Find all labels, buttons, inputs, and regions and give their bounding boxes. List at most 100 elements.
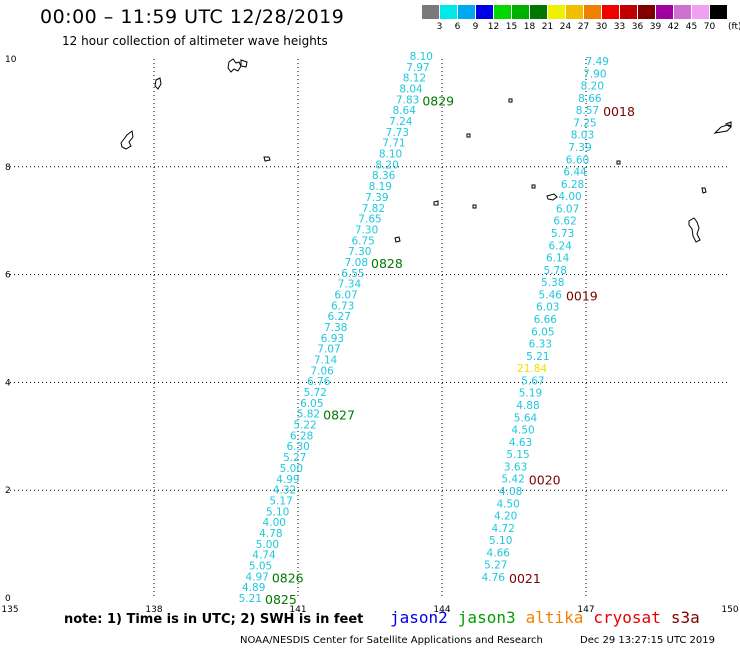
- island-outline: [531, 184, 536, 189]
- legend-swatch: [638, 5, 655, 19]
- island-outline: [616, 160, 621, 165]
- wave-height-value: 6.33: [529, 339, 552, 351]
- wave-height-value: 8.03: [571, 130, 594, 142]
- legend-swatch: [674, 5, 691, 19]
- wave-height-value: 5.00: [280, 463, 303, 475]
- wave-height-value: 8.66: [578, 93, 602, 105]
- island-outline: [546, 193, 558, 201]
- wave-height-value: 6.27: [328, 311, 351, 323]
- wave-height-value: 5.05: [249, 560, 272, 572]
- island-outline: [701, 187, 707, 194]
- legend-swatch: [602, 5, 619, 19]
- y-tick-label: 2: [5, 486, 11, 496]
- y-tick-label: 8: [5, 163, 11, 173]
- legend-label: 18: [523, 22, 536, 32]
- y-tick-label: 0: [5, 594, 11, 604]
- legend-label: 3: [436, 22, 443, 32]
- wave-height-value: 4.00: [263, 517, 286, 529]
- generation-timestamp: Dec 29 13:27:15 UTC 2019: [580, 635, 715, 646]
- wave-height-value: 7.07: [317, 344, 340, 356]
- wave-height-value: 4.89: [242, 582, 265, 594]
- legend-label: 24: [559, 22, 572, 32]
- wave-height-value: 8.10: [410, 51, 433, 63]
- wave-height-value: 7.83: [396, 94, 419, 106]
- wave-height-value: 4.78: [259, 528, 282, 540]
- legend-label: 15: [505, 22, 518, 32]
- wave-height-value: 5.27: [484, 560, 507, 572]
- wave-height-value: 4.99: [276, 474, 299, 486]
- wave-height-value: 4.76: [482, 572, 506, 584]
- legend-swatch: [566, 5, 583, 19]
- wave-height-value: 7.49: [586, 56, 609, 68]
- wave-height-value: 7.38: [324, 322, 347, 334]
- wave-height-value: 6.75: [351, 235, 374, 247]
- island-outline: [688, 217, 701, 243]
- wave-height-value: 8.10: [379, 149, 402, 161]
- legend-swatch: [620, 5, 637, 19]
- legend-swatch: [440, 5, 457, 19]
- legend-label: 27: [577, 22, 590, 32]
- wave-height-value: 7.97: [406, 62, 429, 74]
- legend-label: 70: [703, 22, 716, 32]
- axis-tick-labels: 135 138 141 144 147 150 0 2 4 6 8 10: [1, 55, 738, 615]
- island-outline: [466, 133, 471, 138]
- wave-height-value: 4.08: [499, 486, 522, 498]
- x-tick-label: 138: [145, 605, 162, 615]
- wave-height-value: 6.24: [548, 240, 572, 252]
- wave-height-value: 8.04: [399, 84, 423, 96]
- island-outline: [472, 204, 477, 209]
- satellite-name: s3a: [670, 608, 700, 627]
- wave-height-value: 5.21: [526, 351, 549, 363]
- wave-height-value: 7.30: [348, 246, 371, 258]
- pass-time-label: 0829: [422, 93, 454, 108]
- wave-height-value: 7.82: [362, 203, 385, 215]
- legend-label: 45: [685, 22, 698, 32]
- pass-time-label: 0825: [265, 592, 297, 607]
- wave-height-value: 7.65: [358, 214, 381, 226]
- legend-swatch: [692, 5, 709, 19]
- pass-time-label: 0021: [509, 571, 541, 586]
- wave-height-value: 8.12: [403, 73, 426, 85]
- wave-height-value: 5.10: [266, 506, 289, 518]
- wave-height-value: 8.57: [576, 105, 599, 117]
- wave-height-value: 6.76: [307, 376, 331, 388]
- wave-height-value: 5.27: [283, 452, 306, 464]
- island-outline: [227, 58, 248, 73]
- legend-swatch: [530, 5, 547, 19]
- wave-height-value: 5.78: [544, 265, 567, 277]
- map-title: 00:00 – 11:59 UTC 12/28/2019: [40, 6, 345, 28]
- wave-height-value: 7.06: [310, 365, 334, 377]
- wave-height-value: 7.73: [386, 127, 409, 139]
- wave-height-value: 8.64: [393, 105, 417, 117]
- legend-label: 12: [487, 22, 500, 32]
- wave-height-value: 5.82: [297, 409, 320, 421]
- map-grid: [10, 59, 730, 598]
- island-outline: [120, 130, 134, 150]
- legend-swatch: [476, 5, 493, 19]
- y-tick-label: 6: [5, 271, 11, 281]
- land-outlines: [120, 58, 732, 243]
- wave-height-value: 3.63: [504, 461, 527, 473]
- wave-height-value: 4.32: [273, 485, 296, 497]
- wave-height-value: 4.97: [245, 571, 268, 583]
- island-outline: [508, 98, 513, 103]
- wave-height-value: 4.20: [494, 511, 517, 523]
- wave-height-value: 7.30: [355, 224, 378, 236]
- wave-height-value: 4.74: [252, 550, 276, 562]
- footnote: note: 1) Time is in UTC; 2) SWH is in fe…: [64, 612, 364, 627]
- legend-label: 39: [649, 22, 662, 32]
- wave-height-value: 4.66: [487, 547, 511, 559]
- satellite-legend: jason2 jason3 altika cryosat s3a: [390, 608, 710, 627]
- pass-time-label: 0826: [272, 570, 304, 585]
- wave-height-value: 6.62: [553, 216, 576, 228]
- wave-height-value: 5.21: [239, 593, 262, 605]
- wave-height-value: 4.63: [509, 437, 532, 449]
- satellite-track-2: 7.497.908.208.668.577.258.037.396.606.44…: [482, 56, 635, 586]
- wave-height-value: 6.60: [566, 154, 589, 166]
- pass-time-label: 0018: [603, 104, 635, 119]
- legend-label: 6: [454, 22, 461, 32]
- wave-height-value: 5.38: [541, 277, 564, 289]
- legend-label: 42: [667, 22, 680, 32]
- y-tick-label: 10: [5, 55, 17, 65]
- y-tick-label: 4: [5, 378, 11, 388]
